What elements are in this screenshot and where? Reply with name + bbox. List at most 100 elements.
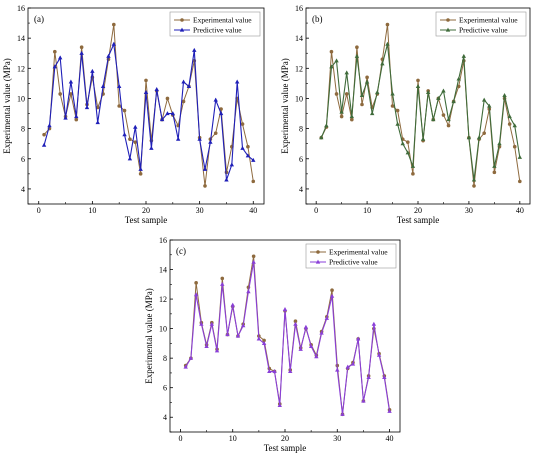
data-point — [492, 170, 497, 175]
data-point — [355, 45, 359, 49]
x-tick-label: 20 — [142, 206, 150, 215]
data-point — [366, 374, 371, 379]
data-point — [340, 411, 345, 416]
data-point — [461, 53, 467, 58]
data-point — [400, 141, 405, 146]
data-point — [170, 111, 176, 116]
data-point — [334, 58, 339, 63]
data-point — [194, 281, 198, 285]
data-point — [112, 22, 116, 27]
data-point — [197, 136, 202, 141]
data-point — [339, 109, 344, 114]
legend-label: Predictive value — [329, 258, 378, 267]
data-point — [53, 49, 57, 54]
data-point — [293, 319, 298, 324]
legend-marker — [446, 18, 450, 22]
data-point — [111, 41, 117, 46]
data-point — [138, 166, 143, 171]
legend-marker — [179, 27, 185, 32]
y-tick-label: 12 — [295, 64, 303, 73]
x-axis-label: Test sample — [397, 215, 440, 225]
x-tick-label: 30 — [465, 206, 473, 215]
data-point — [122, 132, 127, 137]
data-point — [431, 117, 436, 122]
series-line — [43, 24, 254, 186]
data-point — [359, 93, 365, 98]
data-point — [330, 288, 334, 293]
y-tick-label: 14 — [17, 34, 25, 43]
data-point — [133, 124, 138, 129]
data-point — [293, 321, 298, 326]
chart-panel-a: 0 10 20 30 40 4 6 8 10 12 14 16 Test sample Experimen… — [2, 4, 265, 225]
data-point — [240, 145, 245, 150]
data-point — [517, 154, 523, 159]
data-point — [203, 184, 207, 188]
data-point — [349, 114, 355, 119]
data-point — [90, 68, 95, 73]
data-point — [329, 293, 335, 298]
data-point — [375, 90, 380, 95]
data-point — [79, 50, 84, 55]
data-point — [251, 259, 256, 264]
x-tick-label: 0 — [37, 206, 41, 215]
data-point — [308, 343, 314, 348]
data-point — [339, 114, 344, 119]
data-point — [116, 84, 122, 88]
data-point — [303, 324, 309, 329]
data-point — [117, 104, 121, 108]
y-tick-label: 8 — [163, 354, 167, 363]
data-point — [405, 150, 411, 155]
y-tick-label: 10 — [159, 325, 167, 334]
data-point — [482, 131, 486, 135]
series-line — [320, 44, 521, 180]
data-point — [507, 114, 512, 119]
data-point — [512, 123, 517, 128]
panel-label: (c) — [176, 246, 186, 256]
data-point — [497, 141, 502, 146]
legend-box — [169, 11, 261, 37]
x-tick-label: 30 — [333, 434, 341, 443]
data-point — [209, 321, 215, 326]
data-point — [471, 177, 477, 182]
y-tick-label: 10 — [17, 94, 25, 103]
y-tick-label: 6 — [21, 155, 25, 164]
y-tick-label: 4 — [21, 185, 25, 194]
legend-label: Predictive value — [459, 26, 508, 35]
y-tick-label: 10 — [295, 94, 303, 103]
x-tick-label: 0 — [314, 206, 318, 215]
x-tick-label: 10 — [88, 206, 96, 215]
data-point — [350, 361, 356, 366]
data-point — [319, 135, 324, 140]
data-point — [220, 281, 225, 286]
data-point — [436, 96, 441, 101]
data-point — [204, 343, 209, 348]
data-point — [390, 91, 395, 96]
data-point — [74, 114, 79, 119]
y-tick-label: 4 — [299, 185, 303, 194]
data-point — [214, 348, 220, 353]
data-point — [272, 369, 277, 374]
chart-panel-b: 0 10 20 30 40 4 6 8 10 12 14 16 Test sample Experimen… — [280, 4, 531, 225]
x-tick-label: 10 — [363, 206, 371, 215]
data-point — [202, 166, 208, 171]
x-axis-label: Test sample — [264, 443, 307, 453]
data-point — [229, 162, 235, 167]
data-point — [57, 55, 63, 60]
y-axis-label: Experimental value (MPa) — [144, 288, 154, 383]
data-point — [395, 121, 400, 126]
data-point — [456, 76, 461, 81]
data-point — [106, 53, 111, 58]
data-point — [277, 403, 282, 408]
data-point — [58, 92, 62, 96]
data-point — [95, 120, 100, 125]
legend-marker — [315, 259, 321, 264]
series-line — [185, 262, 391, 415]
legend-label: Predictive value — [193, 26, 242, 35]
data-point — [165, 111, 170, 116]
data-point — [69, 92, 73, 96]
data-point — [68, 79, 74, 84]
data-point — [395, 108, 400, 113]
data-point — [466, 135, 472, 140]
